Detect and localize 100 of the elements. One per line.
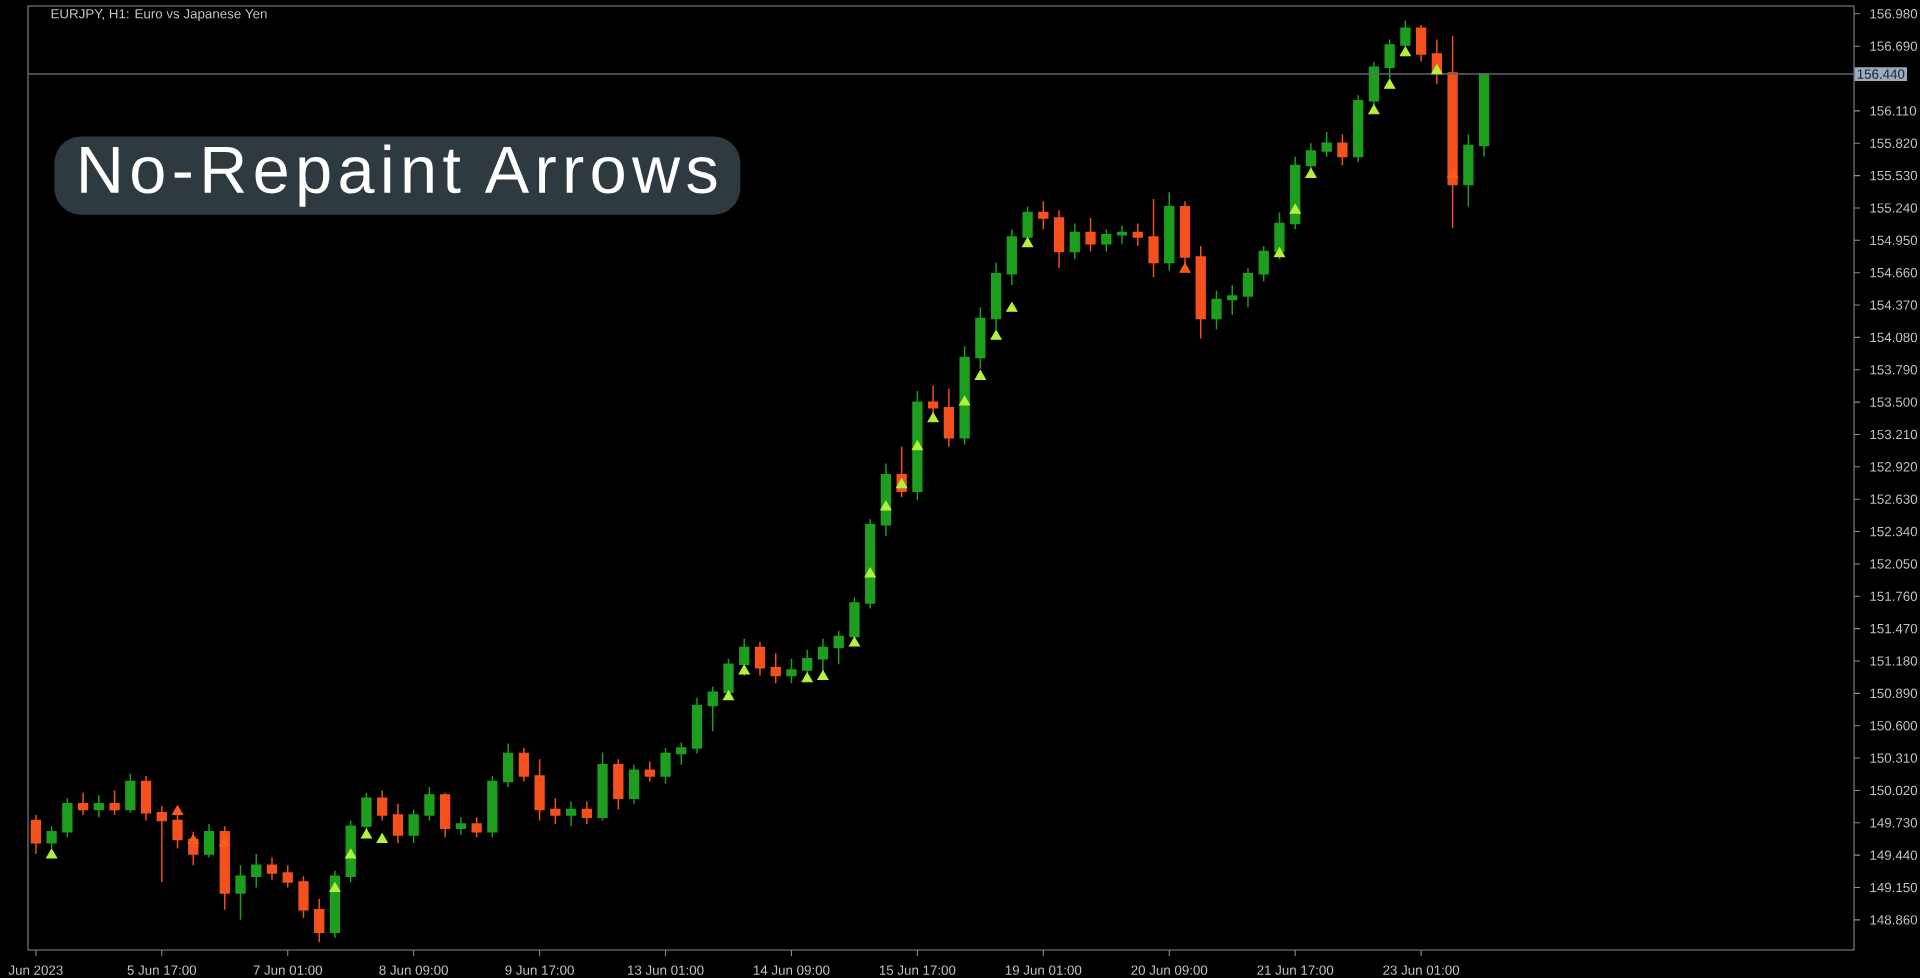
candlestick (140, 775, 152, 822)
point (1368, 104, 1380, 115)
candlestick (644, 760, 655, 783)
point (1179, 262, 1191, 273)
candlestick (943, 387, 955, 448)
candlestick (1337, 133, 1348, 167)
candlestick (156, 805, 167, 883)
point (817, 670, 829, 681)
candlestick (251, 853, 262, 889)
candlestick (314, 897, 325, 943)
point (1431, 64, 1443, 75)
candlestick (1463, 133, 1474, 208)
candlestick (1415, 24, 1427, 63)
candlestick (754, 641, 766, 677)
candlestick (676, 741, 687, 766)
candlestick (1274, 211, 1285, 261)
candlestick (408, 808, 419, 844)
annotation: No-Repaint Arrows (81, 144, 717, 207)
point (1273, 247, 1286, 258)
candlestick (1085, 217, 1096, 253)
candlestick (786, 658, 797, 685)
candlestick (959, 345, 970, 446)
candlestick (1321, 131, 1332, 158)
point (801, 672, 813, 683)
point (880, 500, 892, 511)
candlestick (849, 596, 860, 643)
candlestick (471, 816, 482, 839)
candlestick (377, 789, 388, 822)
candlestick (1368, 61, 1380, 113)
candlestick (975, 306, 986, 370)
point (974, 370, 986, 380)
point (360, 828, 373, 839)
candlestick (912, 390, 923, 502)
candlestick (581, 800, 592, 825)
point (738, 664, 750, 675)
point (959, 395, 971, 406)
candlestick (502, 742, 514, 788)
point (187, 834, 199, 845)
candlestick (487, 775, 498, 839)
candlestick (424, 786, 435, 822)
candlestick (1101, 228, 1112, 253)
point (1399, 46, 1412, 57)
point (1021, 237, 1034, 248)
candlestick (77, 791, 89, 816)
candlestick (628, 764, 640, 805)
candlestick (1132, 222, 1143, 247)
candlestick (1400, 19, 1411, 57)
point (219, 836, 231, 847)
point (864, 567, 876, 578)
candlestick (1069, 222, 1080, 261)
candlestick (1148, 198, 1159, 278)
candlestick (62, 797, 73, 839)
candlestick (660, 747, 671, 785)
candlestick (219, 825, 230, 911)
point (927, 412, 939, 423)
point (848, 636, 861, 647)
candlestick (93, 794, 104, 818)
candlestick (1006, 228, 1017, 286)
candlestick (30, 814, 42, 855)
candlestick (266, 856, 278, 881)
candlestick (1211, 289, 1222, 331)
candlestick (125, 772, 136, 814)
candlestick (1242, 267, 1254, 308)
point (1305, 168, 1317, 178)
point (345, 848, 357, 859)
candlestick (1353, 94, 1364, 163)
point (1384, 78, 1396, 89)
candlestick (1053, 209, 1065, 269)
candlestick (455, 816, 467, 836)
point (896, 478, 908, 489)
point (1289, 203, 1301, 214)
point (45, 848, 58, 859)
candlestick (518, 747, 530, 783)
candlestick (613, 758, 624, 811)
candlestick (298, 875, 309, 919)
candlestick (235, 864, 246, 921)
candlestick (1022, 206, 1033, 247)
candlestick (392, 803, 404, 844)
candlestick (440, 791, 451, 839)
point (171, 805, 184, 816)
point (329, 882, 341, 893)
candlestick (1116, 225, 1128, 245)
candlestick (282, 864, 293, 889)
candlestick (723, 658, 734, 699)
point (376, 833, 388, 843)
candlestick (565, 800, 577, 827)
candlestick (691, 697, 703, 755)
candlestick (802, 649, 813, 682)
point (1446, 168, 1459, 178)
candlestick (1447, 35, 1458, 229)
candlestick (1258, 245, 1269, 283)
candlestick (109, 789, 120, 816)
candlestick (597, 751, 608, 822)
candlestick (1195, 245, 1206, 340)
point (990, 329, 1002, 340)
point (722, 690, 735, 701)
point (1006, 301, 1018, 312)
candlestick (534, 758, 545, 822)
candlestick (203, 823, 215, 859)
candlestick (1227, 284, 1238, 316)
